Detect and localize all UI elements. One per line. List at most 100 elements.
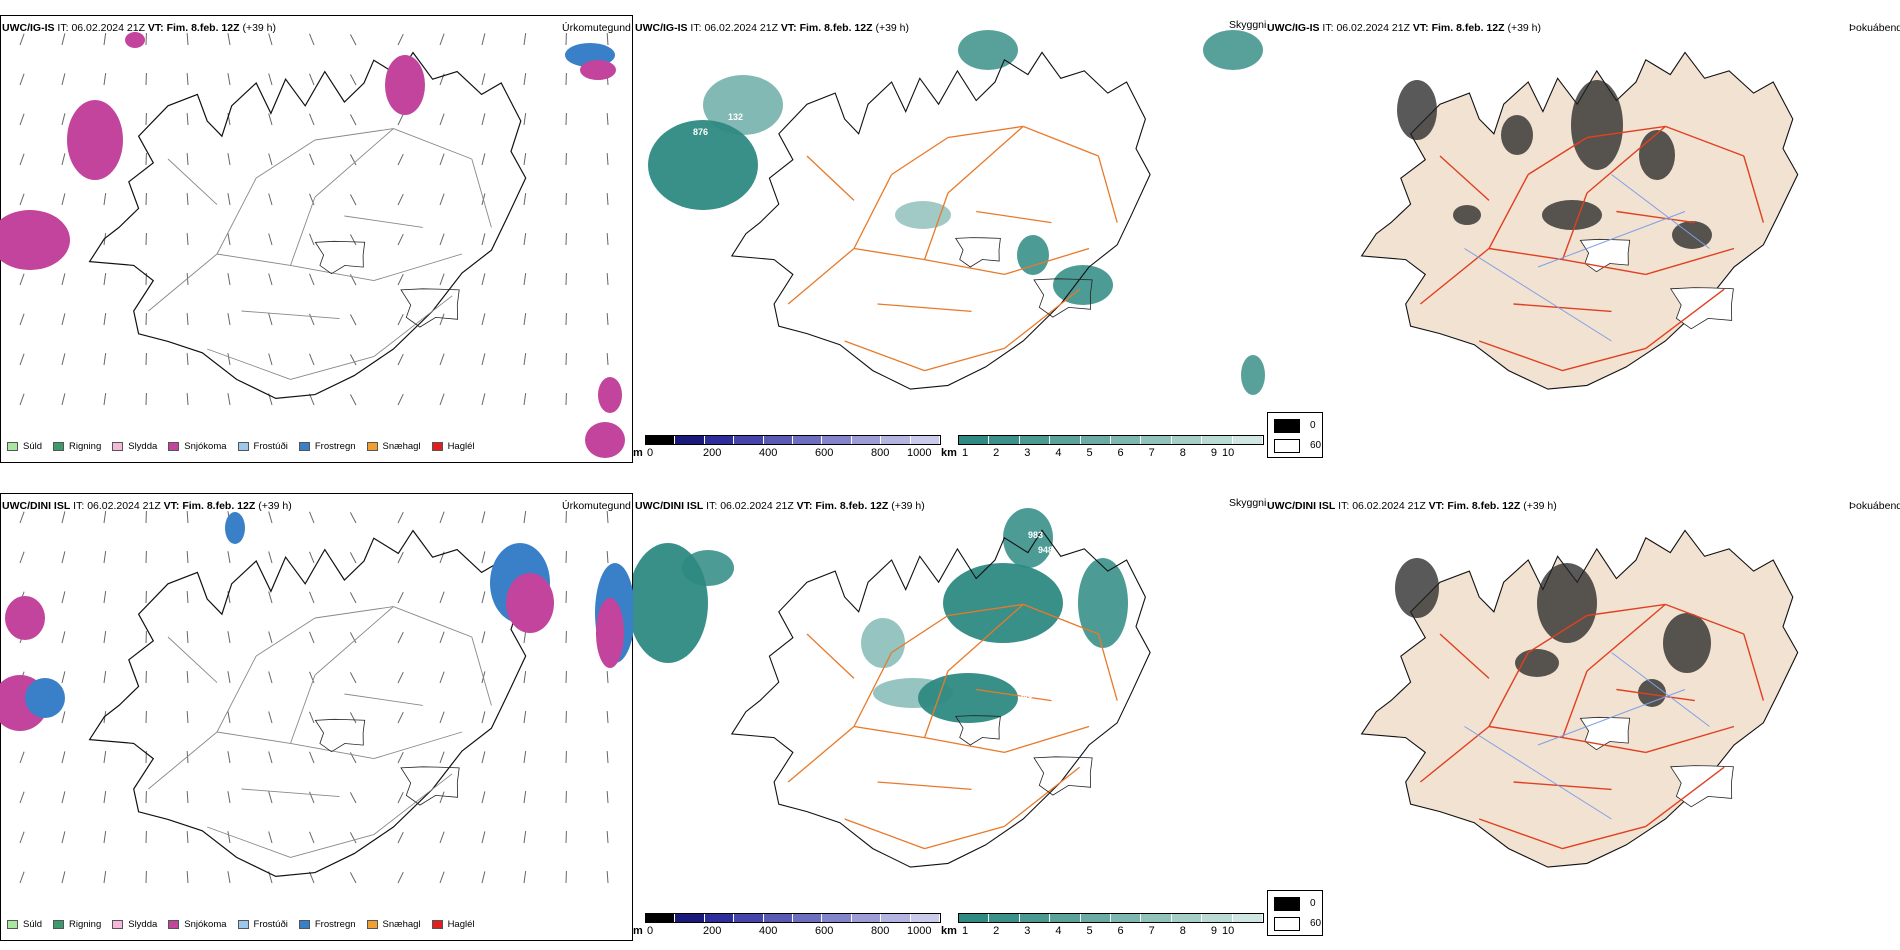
precip-map-row1 [0, 15, 633, 463]
vt-label: VT: Fim. 8.feb. 12Z [1412, 22, 1505, 34]
road-line [1645, 247, 1735, 276]
road-line [1527, 136, 1588, 176]
model-name: UWC/DINI ISL [635, 500, 704, 512]
road-line [471, 636, 492, 706]
road-line [947, 603, 1024, 672]
it-value: 06.02.2024 21Z [1352, 500, 1426, 512]
wind-barb [439, 393, 445, 406]
road-line [216, 177, 257, 255]
visibility-area [1003, 508, 1053, 568]
road-line [1743, 155, 1765, 223]
wind-barb [523, 193, 527, 206]
snow-area [506, 573, 554, 633]
wind-barb [227, 671, 231, 684]
colorbar-tick-label: 4 [1055, 925, 1062, 937]
wind-barb [268, 153, 273, 166]
legend-item: Frostúði [237, 441, 288, 452]
height-colorbar-row1 [645, 435, 941, 445]
road-line [806, 155, 855, 201]
wind-barb [349, 832, 357, 844]
wind-barb [439, 113, 445, 126]
wind-barb [186, 72, 189, 86]
wind-barb [523, 33, 527, 46]
precip-panel-row1 [0, 15, 633, 463]
river-line [1611, 652, 1710, 727]
it-label: IT: [57, 22, 69, 34]
road-line [1665, 125, 1745, 157]
fog-contrast-area [1663, 613, 1711, 673]
glacier-outline [400, 288, 460, 328]
height-colorbar-row2 [645, 913, 941, 923]
colorbar-segment [989, 436, 1020, 444]
wind-barb [227, 791, 231, 804]
wind-barb [309, 153, 315, 166]
iceland-coastline [730, 529, 1151, 868]
contrast-white-swatch [1274, 917, 1300, 931]
wind-barb [61, 273, 66, 286]
legend-item: Haglél [431, 441, 475, 452]
road-line [1513, 303, 1612, 313]
colorbar-tick-label: 200 [703, 925, 722, 937]
it-label: IT: [1322, 22, 1334, 34]
wind-barb [439, 751, 445, 764]
wind-barb [103, 313, 107, 326]
colorbar-tick-label: 400 [759, 925, 778, 937]
lead-time: (+39 h) [891, 500, 925, 512]
wind-barb [349, 74, 357, 86]
wind-barb [19, 511, 25, 524]
legend-item: Snæhagl [366, 919, 421, 930]
legend-label: Frostúði [253, 919, 288, 930]
wind-barb [61, 193, 66, 206]
road-line [216, 655, 257, 733]
wind-barb [103, 353, 107, 366]
wind-barb [397, 193, 404, 206]
wind-barb [481, 551, 486, 564]
wind-barb [397, 233, 404, 246]
colorbar-segment [734, 436, 764, 444]
wind-barb [481, 233, 486, 246]
wind-barb [227, 193, 231, 206]
wind-barb [268, 791, 273, 804]
visibility-value-label: 983 [1028, 530, 1043, 540]
road-line [1562, 347, 1646, 372]
wind-barb [61, 33, 66, 46]
colorbar-segment [910, 436, 941, 444]
colorbar-tick-label: 1 [962, 925, 969, 937]
road-line [787, 726, 855, 783]
wind-barb [481, 711, 486, 724]
fog-contrast-area [1571, 80, 1623, 170]
visibility-value-label: 948 [1038, 545, 1053, 555]
it-value: 06.02.2024 21Z [720, 500, 794, 512]
visibility-value-label: 132 [728, 112, 743, 122]
wind-barb [61, 631, 66, 644]
colorbar-segment [1050, 914, 1081, 922]
wind-barb [61, 711, 66, 724]
wind-barb [227, 871, 231, 884]
wind-barb [19, 831, 25, 844]
wind-barb [227, 233, 231, 246]
legend-label: Frostregn [314, 919, 356, 930]
road-line [1488, 725, 1563, 739]
freezing-rain-area [25, 678, 65, 718]
colorbar-tick-label: 10 [1222, 925, 1235, 937]
road-line [1561, 192, 1588, 260]
visibility-area [895, 201, 951, 229]
contrast-legend-row2: 0 60 [1267, 890, 1323, 936]
wind-barb [309, 511, 315, 524]
colorbar-tick-label: 0 [647, 447, 654, 459]
legend-item: Súld [7, 919, 42, 930]
wind-barb [523, 791, 527, 804]
colorbar-tick-label: 3 [1024, 447, 1031, 459]
wind-barb [268, 831, 273, 844]
colorbar-segment [989, 914, 1020, 922]
road-line [877, 781, 972, 791]
wind-barb [227, 153, 231, 166]
glacier-outline [954, 715, 1001, 746]
road-line [1586, 125, 1666, 194]
model-name: UWC/IG-IS [635, 22, 688, 34]
contrast-white-label: 60 [1310, 918, 1322, 929]
wind-barb [268, 671, 273, 684]
fog-title-row2: Þokuábendi [1849, 500, 1900, 512]
visibility-value-label: 876 [693, 127, 708, 137]
wind-barb [309, 871, 315, 884]
